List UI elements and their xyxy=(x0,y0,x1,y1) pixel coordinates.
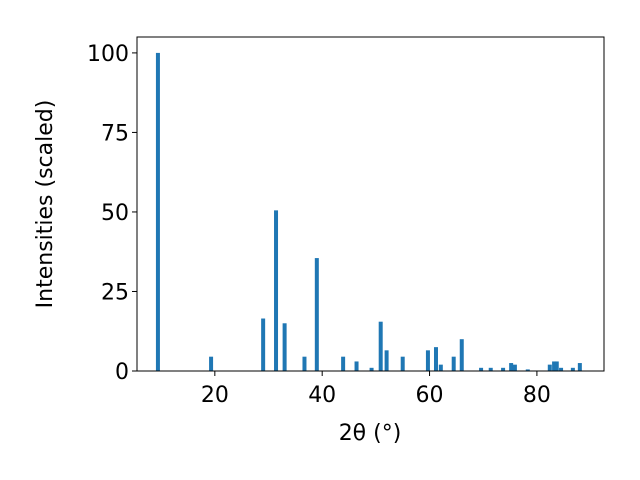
bar xyxy=(369,367,374,371)
bar xyxy=(459,339,464,371)
bar xyxy=(554,361,559,371)
bar xyxy=(302,356,307,371)
bar xyxy=(451,356,456,371)
bar xyxy=(354,361,359,371)
bar xyxy=(438,364,443,371)
bar xyxy=(479,367,484,371)
y-tick-label: 50 xyxy=(101,201,129,226)
bar xyxy=(425,350,430,371)
bar xyxy=(570,367,575,371)
y-tick-label: 100 xyxy=(87,42,129,67)
x-tick-label: 20 xyxy=(201,383,229,408)
bar xyxy=(433,347,438,371)
bar xyxy=(274,210,279,371)
bar xyxy=(378,321,383,371)
y-tick-label: 75 xyxy=(101,121,129,146)
y-axis-label: Intensities (scaled) xyxy=(33,100,58,309)
y-tick-label: 25 xyxy=(101,280,129,305)
bar xyxy=(384,350,389,371)
bar xyxy=(314,258,319,371)
bar xyxy=(261,318,266,371)
bar xyxy=(155,52,160,372)
bar xyxy=(209,356,214,371)
y-tick-label: 0 xyxy=(115,360,129,385)
x-tick-label: 60 xyxy=(416,383,444,408)
bar xyxy=(282,323,287,371)
plot-frame xyxy=(136,36,605,372)
x-tick-label: 80 xyxy=(523,383,551,408)
bar xyxy=(488,367,493,371)
bar xyxy=(341,356,346,371)
x-axis-label: 2θ (°) xyxy=(339,421,402,446)
bar xyxy=(512,364,517,371)
x-tick-label: 40 xyxy=(308,383,336,408)
bar xyxy=(577,363,582,371)
bar xyxy=(509,363,514,371)
bar xyxy=(552,361,557,371)
bar xyxy=(501,367,506,371)
bar xyxy=(547,364,552,371)
bar xyxy=(525,369,530,371)
bar xyxy=(559,367,564,371)
bar xyxy=(400,356,405,371)
